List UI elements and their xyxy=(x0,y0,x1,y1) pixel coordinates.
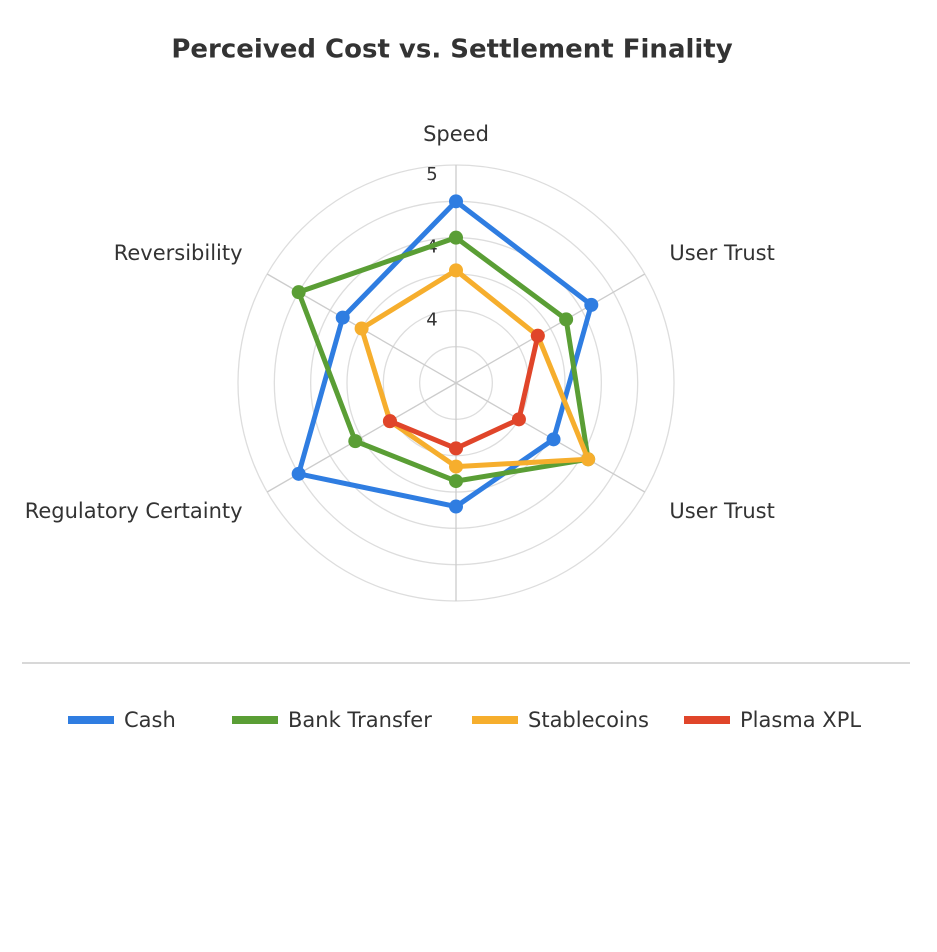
legend-label: Bank Transfer xyxy=(288,708,432,732)
axis-label: User Trust xyxy=(669,499,774,523)
data-point xyxy=(354,321,369,336)
axis-label: Speed xyxy=(423,122,489,146)
data-point xyxy=(291,285,306,300)
data-point xyxy=(382,414,397,429)
legend-swatch xyxy=(684,716,730,724)
data-point xyxy=(449,474,463,489)
data-point xyxy=(559,312,574,327)
data-point xyxy=(335,310,350,325)
data-point xyxy=(449,459,463,474)
data-point xyxy=(530,328,545,343)
legend-label: Plasma XPL xyxy=(740,708,861,732)
data-point xyxy=(291,466,306,481)
series-line xyxy=(388,335,541,451)
legend-label: Stablecoins xyxy=(528,708,649,732)
r-tick-label: 5 xyxy=(426,164,437,185)
data-point xyxy=(581,452,596,467)
legend-swatch xyxy=(232,716,278,724)
data-point xyxy=(449,263,463,278)
data-point xyxy=(348,434,363,449)
legend-swatch xyxy=(68,716,114,724)
axis-label: Reversibility xyxy=(114,241,243,265)
data-point xyxy=(449,194,463,209)
data-point xyxy=(449,441,463,456)
data-point xyxy=(449,499,463,514)
data-point xyxy=(449,230,463,245)
spoke xyxy=(455,273,646,384)
axis-label: Regulatory Certainty xyxy=(25,499,243,523)
chart-title: Perceived Cost vs. Settlement Finality xyxy=(171,35,732,65)
r-tick-label: 4 xyxy=(426,309,437,330)
data-point xyxy=(511,412,526,427)
axis-label: User Trust xyxy=(669,241,774,265)
legend-label: Cash xyxy=(124,708,176,732)
legend-swatch xyxy=(472,716,518,724)
data-point xyxy=(584,297,599,312)
data-point xyxy=(546,432,561,447)
